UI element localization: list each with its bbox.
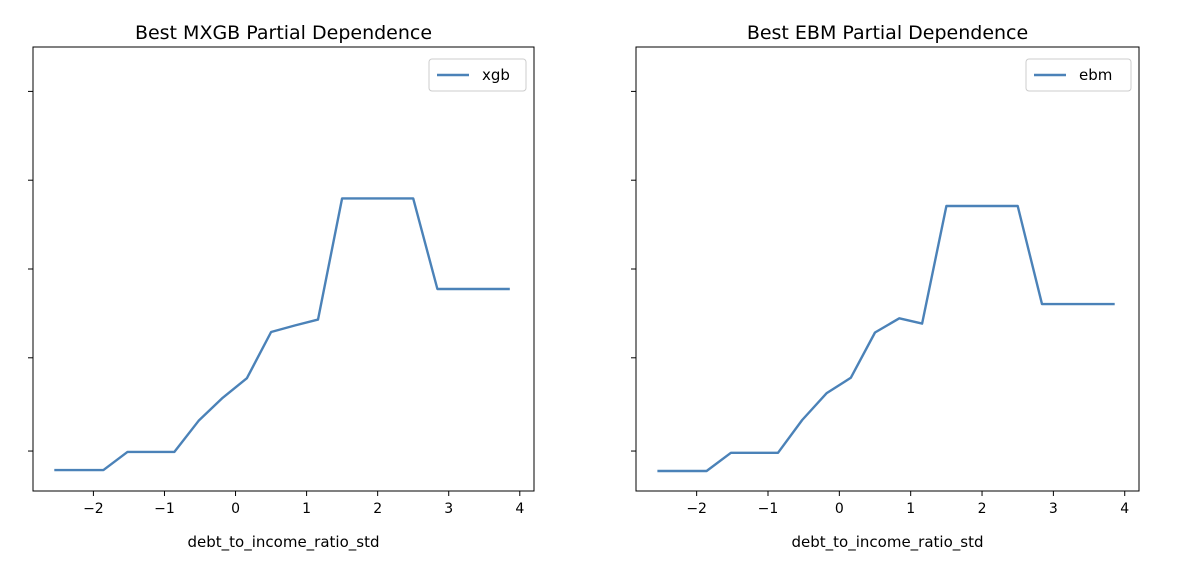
x-tick-label: 3 [444, 501, 453, 517]
plot-frame [32, 46, 535, 492]
legend-box [428, 58, 527, 92]
x-tick-label: 4 [1120, 501, 1129, 517]
x-tick-label: 3 [1049, 501, 1058, 517]
chart-panel-1: Best MXGB Partial Dependence −2 −1 0 1 2 3 4 deb… [28, 22, 535, 552]
legend: ebm [1025, 58, 1132, 92]
x-tick-label: 1 [302, 501, 311, 517]
legend-box [1025, 58, 1132, 92]
x-tick-label: −2 [83, 501, 104, 517]
x-tick-label: −1 [154, 501, 175, 517]
x-axis-label: debt_to_income_ratio_std [188, 533, 380, 552]
x-tick-label: 0 [231, 501, 240, 517]
plot-frame [635, 46, 1140, 492]
legend-label-xgb: xgb [482, 66, 510, 84]
x-tick-label: 1 [906, 501, 915, 517]
x-tick-label: 2 [978, 501, 987, 517]
legend: xgb [428, 58, 527, 92]
x-tick-label: −1 [758, 501, 779, 517]
legend-label-ebm: ebm [1079, 66, 1112, 84]
chart-panel-2: Best EBM Partial Dependence −2 −1 0 1 2 3 4 debt… [631, 22, 1140, 552]
series-line-xgb [54, 197, 510, 472]
chart-title: Best EBM Partial Dependence [747, 22, 1028, 44]
series-line-ebm [657, 204, 1115, 473]
x-tick-label: 4 [515, 501, 524, 517]
x-tick-label: 2 [373, 501, 382, 517]
chart-title: Best MXGB Partial Dependence [135, 22, 432, 44]
x-tick-label: 0 [835, 501, 844, 517]
x-axis-label: debt_to_income_ratio_std [792, 533, 984, 552]
x-tick-label: −2 [686, 501, 707, 517]
